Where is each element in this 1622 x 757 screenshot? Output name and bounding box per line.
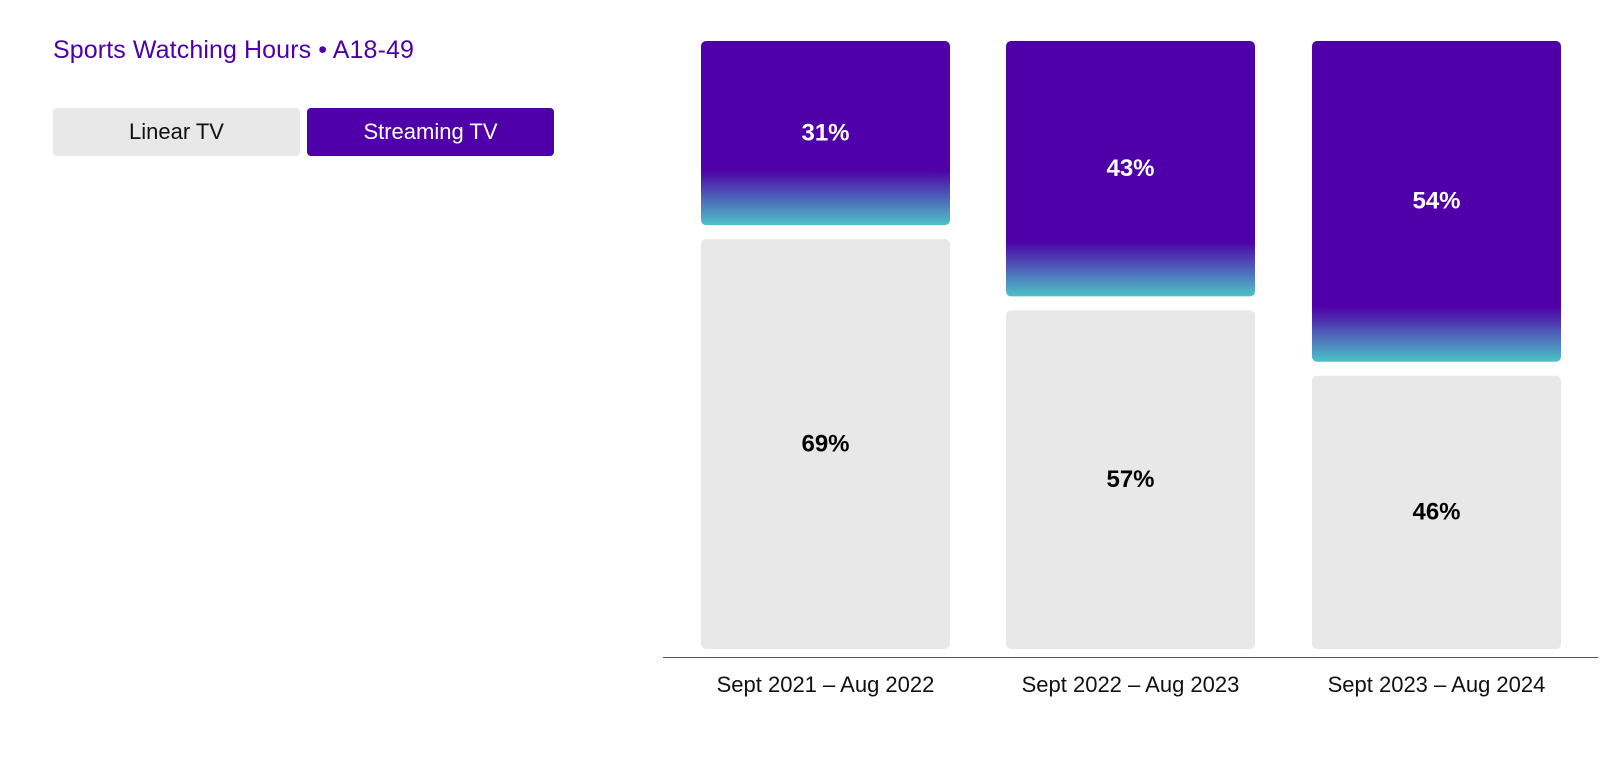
streaming-bar [1312, 41, 1561, 362]
linear-value-label: 57% [1106, 466, 1154, 493]
linear-tv-toggle[interactable]: Linear TV [53, 108, 300, 156]
bars-group: 31% 69% 43% 57% 54% 46% [701, 41, 1561, 649]
streaming-tv-toggle[interactable]: Streaming TV [307, 108, 554, 156]
linear-value-label: 69% [801, 430, 849, 457]
x-tick-label: Sept 2023 – Aug 2024 [1328, 672, 1546, 697]
x-tick-label: Sept 2021 – Aug 2022 [717, 672, 935, 697]
linear-value-label: 46% [1412, 499, 1460, 526]
linear-bar [701, 239, 950, 649]
linear-tv-toggle-label: Linear TV [129, 119, 224, 144]
streaming-value-label: 43% [1106, 155, 1154, 182]
streaming-bar [701, 41, 950, 226]
x-tick-labels: Sept 2021 – Aug 2022 Sept 2022 – Aug 2023… [717, 672, 1546, 697]
x-tick-label: Sept 2022 – Aug 2023 [1022, 672, 1240, 697]
streaming-bar [1006, 41, 1255, 297]
streaming-tv-toggle-label: Streaming TV [363, 119, 498, 144]
streaming-value-label: 31% [801, 119, 849, 146]
linear-bar [1312, 375, 1561, 649]
streaming-value-label: 54% [1412, 188, 1460, 215]
chart-title: Sports Watching Hours • A18-49 [53, 36, 414, 64]
linear-bar [1006, 310, 1255, 649]
